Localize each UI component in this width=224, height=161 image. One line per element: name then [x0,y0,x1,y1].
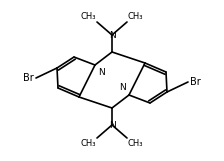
Text: CH₃: CH₃ [128,139,144,148]
Text: N: N [98,68,105,77]
Text: Br: Br [23,73,34,83]
Text: CH₃: CH₃ [80,12,96,21]
Text: N: N [119,83,126,92]
Text: Br: Br [190,77,201,87]
Text: CH₃: CH₃ [128,12,144,21]
Text: N: N [109,120,115,129]
Text: CH₃: CH₃ [80,139,96,148]
Text: N: N [109,30,115,39]
